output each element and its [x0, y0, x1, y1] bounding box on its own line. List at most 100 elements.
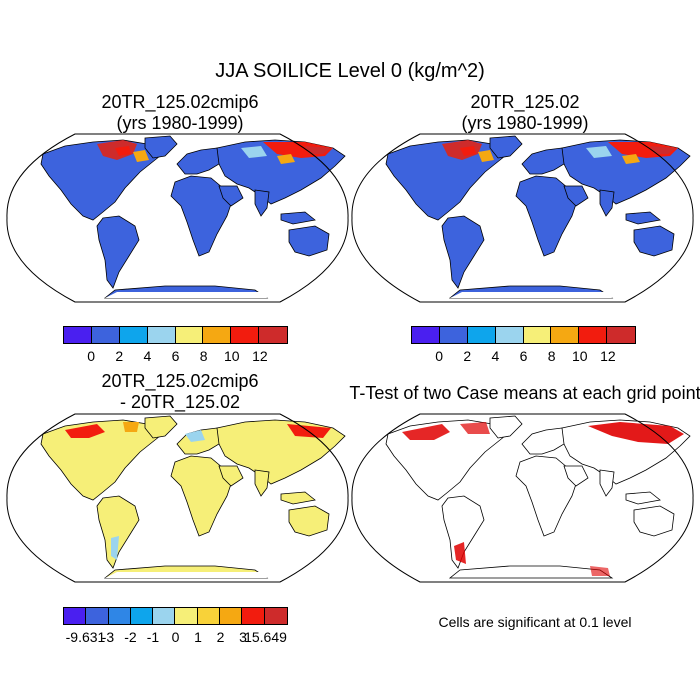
antarctic-ice [450, 292, 612, 298]
colorbar-tick-label: 0 [87, 348, 96, 364]
colorbar-swatch [264, 608, 287, 624]
colorbar-tick-label: 8 [199, 348, 208, 364]
map-outline [351, 133, 694, 303]
colorbar-swatch [130, 608, 154, 624]
continent-africa [170, 175, 234, 257]
colorbar-swatch [495, 327, 524, 343]
map-case1 [6, 133, 349, 303]
continent-australia [288, 505, 330, 537]
colorbar-boxes [63, 607, 288, 625]
ice-patch-siberia-east [650, 146, 676, 154]
colorbar-swatch [64, 608, 87, 624]
continent-north-america [40, 419, 166, 501]
colorbar-tick-label: -3 [101, 629, 115, 645]
colorbar-tick-label: -2 [124, 629, 137, 645]
panel-title-line2: (yrs 1980-1999) [116, 113, 244, 133]
colorbar-swatch [147, 327, 176, 343]
continent-india [599, 469, 615, 497]
sig-patch-canada [460, 422, 490, 434]
continent-south-america [96, 495, 140, 569]
continent-arabia [218, 465, 244, 487]
sig-patch-patagonia [454, 542, 466, 564]
colorbar-tick-label: 2 [463, 348, 472, 364]
significance-note: Cells are significant at 0.1 level [438, 614, 632, 630]
ice-patch-canada-core [115, 146, 131, 156]
continent-south-america [96, 215, 140, 289]
map-outline [6, 413, 349, 583]
colorbar-swatch [175, 327, 204, 343]
continent-australia [288, 225, 330, 257]
continent-greenland [489, 415, 523, 439]
colorbar-swatch [579, 327, 608, 343]
continent-greenland [144, 415, 178, 439]
colorbar-swatch [242, 608, 265, 624]
colorbar-swatch [259, 327, 287, 343]
colorbar-tick-label: -1 [146, 629, 160, 645]
colorbar-tick-label: 3 [239, 629, 247, 645]
colorbar-swatch [203, 327, 232, 343]
continent-india [254, 469, 270, 497]
colorbar-case2: 0 2 4 6 8 10 12 [411, 326, 636, 366]
panel-title-case2: 20TR_125.02 (yrs 1980-1999) [385, 92, 665, 134]
colorbar-tick-label: 8 [547, 348, 556, 364]
colorbar-difference: -9.631 -3 -2 -1 0 1 2 3 15.649 [63, 607, 288, 647]
map-outline [351, 413, 694, 583]
colorbar-tick-label: 12 [600, 348, 616, 364]
colorbar-boxes [63, 326, 288, 344]
colorbar-swatch [523, 327, 552, 343]
colorbar-tick-label: 6 [519, 348, 528, 364]
continent-india [599, 189, 615, 217]
colorbar-swatch [119, 327, 148, 343]
sig-patch-antarctica [590, 566, 610, 576]
antarctic-ice [105, 292, 267, 298]
colorbar-tick-label: 4 [143, 348, 152, 364]
continent-arabia [218, 185, 244, 207]
ice-patch-hudson [133, 150, 149, 162]
panel-title-difference: 20TR_125.02cmip6 - 20TR_125.02 [40, 371, 320, 413]
continent-south-america [441, 215, 485, 289]
colorbar-boxes [411, 326, 636, 344]
diff-patch-scandinavia [185, 430, 205, 442]
continent-north-america [40, 139, 166, 221]
sig-patch-alaska [402, 424, 450, 440]
colorbar-swatch [467, 327, 496, 343]
continent-india [254, 189, 270, 217]
map-case2 [351, 133, 694, 303]
continent-arabia [563, 465, 589, 487]
continent-africa [170, 455, 234, 537]
ice-patch-hudson [478, 150, 494, 162]
ice-patch-siberia-south [622, 154, 640, 164]
colorbar-swatch [86, 608, 109, 624]
colorbar-swatch [197, 608, 221, 624]
continent-africa [515, 455, 579, 537]
ice-patch-siberia-east [305, 146, 331, 154]
panel-title-line1: 20TR_125.02cmip6 [101, 371, 259, 391]
colorbar-tick-label: 6 [171, 348, 180, 364]
antarctic-ice [105, 572, 267, 578]
ice-patch-russia [241, 146, 267, 158]
colorbar-tick-label: 0 [435, 348, 444, 364]
continent-indonesia [280, 491, 316, 505]
colorbar-swatch [153, 608, 176, 624]
diff-patch-siberia [287, 424, 331, 438]
map-difference [6, 413, 349, 583]
colorbar-tick-label: 12 [252, 348, 268, 364]
colorbar-tick-label: 4 [491, 348, 500, 364]
colorbar-swatch [607, 327, 635, 343]
continent-indonesia [280, 211, 316, 225]
continent-australia [633, 225, 675, 257]
continent-africa [515, 175, 579, 257]
continent-north-america [385, 139, 511, 221]
panel-title-case1: 20TR_125.02cmip6 (yrs 1980-1999) [40, 92, 320, 134]
continent-greenland [144, 135, 178, 159]
panel-title-ttest: T-Test of two Case means at each grid po… [349, 383, 700, 403]
panel-title-line2: (yrs 1980-1999) [461, 113, 589, 133]
colorbar-swatch [108, 608, 131, 624]
panel-title-line2: - 20TR_125.02 [119, 392, 241, 412]
map-ttest [351, 413, 694, 583]
colorbar-swatch [64, 327, 92, 343]
colorbar-swatch [175, 608, 198, 624]
continent-indonesia [625, 211, 661, 225]
diff-patch-alaska [65, 424, 105, 438]
diff-patch-canada [123, 422, 139, 432]
